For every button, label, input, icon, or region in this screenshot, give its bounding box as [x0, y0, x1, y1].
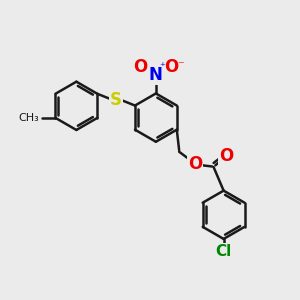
Text: O: O [219, 147, 233, 165]
Text: ⁺: ⁺ [159, 62, 165, 72]
Text: N: N [149, 66, 163, 84]
Text: Cl: Cl [215, 244, 232, 259]
Text: O: O [188, 155, 202, 173]
Text: CH₃: CH₃ [18, 113, 39, 123]
Text: S: S [110, 91, 122, 109]
Text: ⁻: ⁻ [177, 59, 183, 72]
Text: O: O [134, 58, 148, 76]
Text: O: O [164, 58, 178, 76]
